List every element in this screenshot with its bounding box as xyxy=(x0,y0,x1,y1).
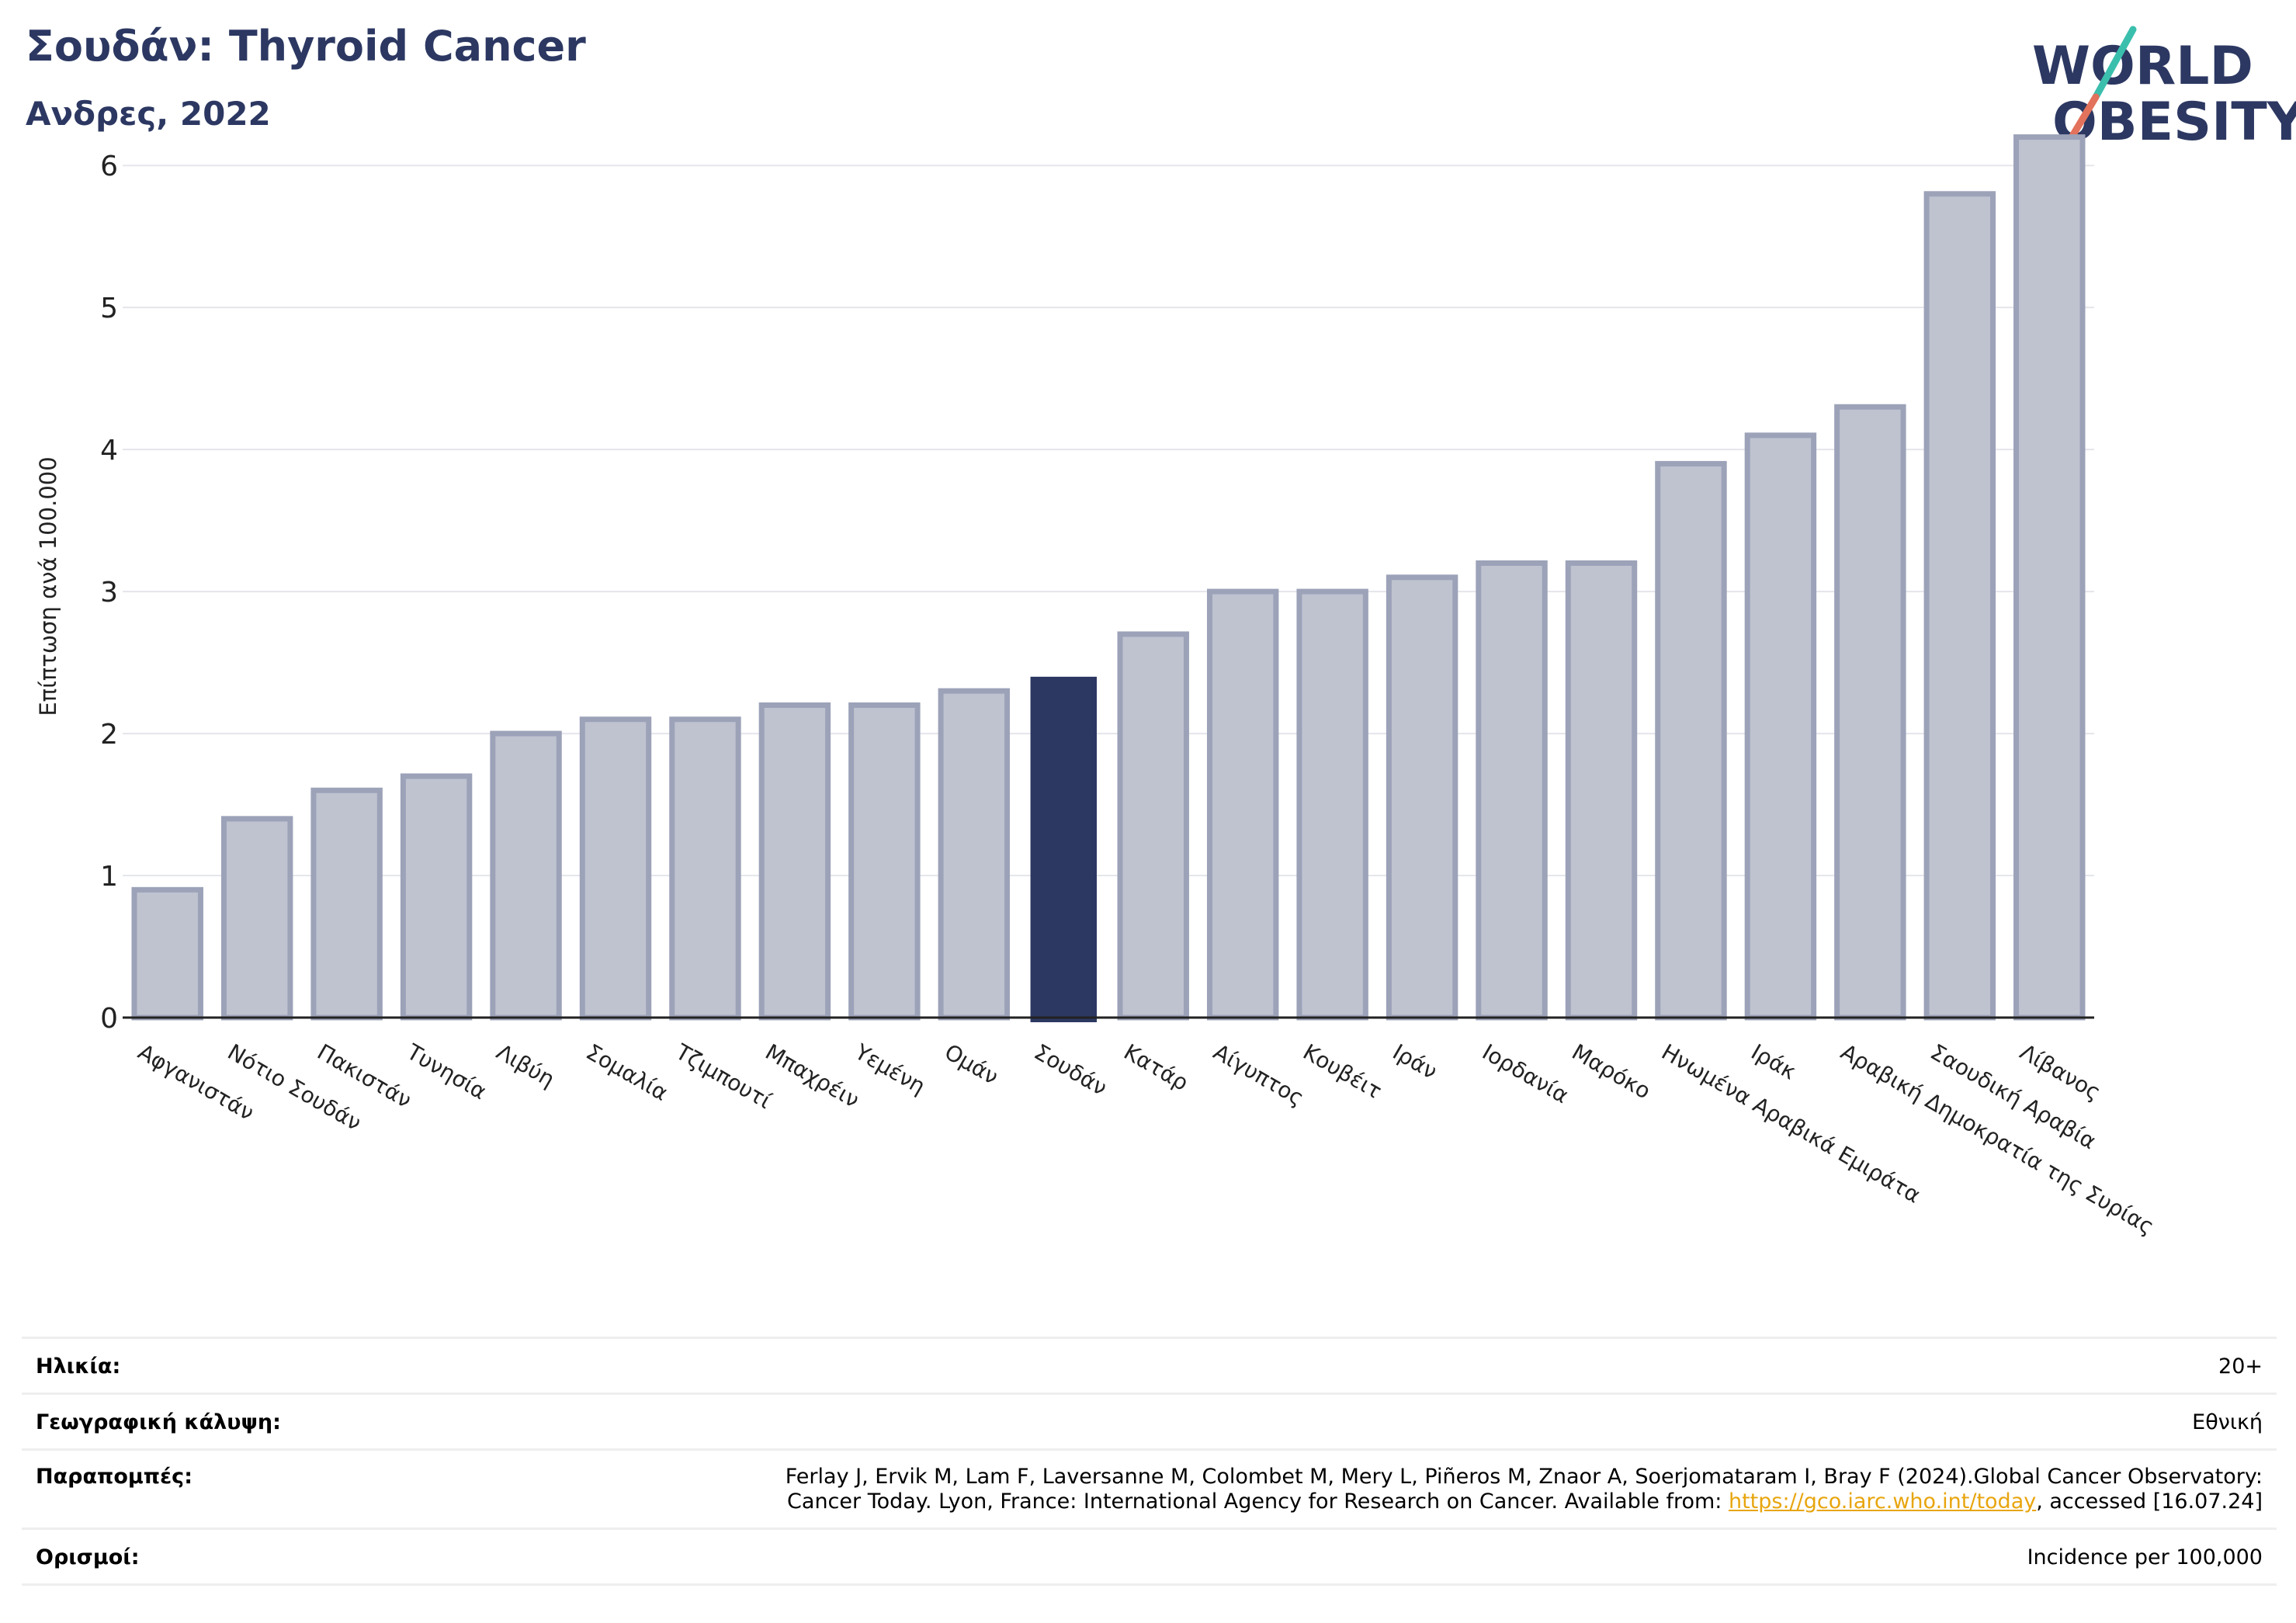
info-row-definitions: Ορισμοί: Incidence per 100,000 xyxy=(22,1530,2277,1586)
bar xyxy=(1834,404,1906,1021)
coverage-value: Εθνική xyxy=(2192,1410,2263,1434)
x-tick-label: Ιορδανία xyxy=(1478,1039,1573,1108)
info-table: Ηλικία: 20+ Γεωγραφική κάλυψη: Εθνική Πα… xyxy=(22,1337,2277,1586)
logo-line1: WORLD xyxy=(2032,36,2253,97)
bar xyxy=(400,773,473,1021)
x-tick-label: Κατάρ xyxy=(1119,1039,1192,1096)
bar xyxy=(938,688,1011,1021)
x-tick-label: Αραβική Δημοκρατία της Συρίας xyxy=(1836,1039,2159,1240)
bar xyxy=(490,730,562,1021)
coverage-label: Γεωγραφική κάλυψη: xyxy=(36,1410,281,1434)
definitions-label: Ορισμοί: xyxy=(36,1545,140,1569)
y-tick-label-6: 6 xyxy=(100,151,118,182)
references-text: Cancer Today. Lyon, France: Internationa… xyxy=(787,1489,1729,1514)
definitions-value: Incidence per 100,000 xyxy=(2027,1545,2263,1569)
bar xyxy=(131,886,203,1021)
bar xyxy=(1744,432,1817,1021)
y-tick-label-1: 1 xyxy=(100,861,118,893)
logo-slash-teal xyxy=(2092,26,2137,101)
bar xyxy=(1655,460,1727,1021)
chart-title: Σουδάν: Thyroid Cancer xyxy=(26,22,586,71)
x-tick-label: Ιράν xyxy=(1389,1039,1442,1084)
x-tick-label: Κουβέιτ xyxy=(1299,1039,1386,1104)
x-tick-label: Μαρόκο xyxy=(1568,1039,1656,1104)
references-line-2: Cancer Today. Lyon, France: Internationa… xyxy=(786,1489,2263,1514)
bar xyxy=(1117,631,1189,1021)
x-tick-label: Σομαλία xyxy=(582,1039,673,1105)
references-link[interactable]: https://gco.iarc.who.int/today xyxy=(1728,1489,2037,1514)
chart-subtitle: Ανδρες, 2022 xyxy=(26,95,271,133)
x-tick-label: Σουδάν xyxy=(1030,1039,1112,1101)
bar xyxy=(1206,588,1279,1021)
bar xyxy=(848,702,921,1021)
x-tick-label: Τζιμπουτί xyxy=(671,1039,776,1114)
age-value: 20+ xyxy=(2218,1354,2263,1379)
x-tick-label: Ιράκ xyxy=(1746,1039,1800,1084)
bar xyxy=(1476,560,1548,1021)
references-label: Παραπομπές: xyxy=(36,1465,192,1489)
y-tick-label-2: 2 xyxy=(100,719,118,751)
bar xyxy=(669,716,741,1021)
info-row-age: Ηλικία: 20+ xyxy=(22,1339,2277,1395)
info-row-references: Παραπομπές: Ferlay J, Ervik M, Lam F, La… xyxy=(22,1451,2277,1530)
y-tick-label-4: 4 xyxy=(100,435,118,466)
bar-highlight xyxy=(1030,676,1097,1022)
bar xyxy=(579,716,652,1021)
x-tick-label: Ομάν xyxy=(940,1039,1003,1090)
y-axis-label: Επίπτωση ανά 100.000 xyxy=(35,456,61,716)
bar xyxy=(1296,588,1368,1021)
references-line-1: Ferlay J, Ervik M, Lam F, Laversanne M, … xyxy=(785,1465,2263,1489)
info-row-coverage: Γεωγραφική κάλυψη: Εθνική xyxy=(22,1395,2277,1451)
age-label: Ηλικία: xyxy=(36,1354,121,1379)
x-tick-label: Τυνησία xyxy=(402,1039,491,1105)
bar xyxy=(2013,134,2086,1021)
y-tick-label-3: 3 xyxy=(100,577,118,609)
bar xyxy=(220,816,293,1021)
bar xyxy=(758,702,831,1021)
references-value: Ferlay J, Ervik M, Lam F, Laversanne M, … xyxy=(786,1465,2263,1514)
bar xyxy=(1565,560,1638,1021)
x-tick-label: Λιβύη xyxy=(492,1039,559,1092)
bar xyxy=(1386,574,1458,1021)
references-accessed: , accessed [16.07.24] xyxy=(2036,1489,2263,1514)
x-tick-label: Μπαχρέιν xyxy=(761,1039,863,1112)
bar xyxy=(310,787,383,1021)
x-tick-label: Αίγυπτος xyxy=(1209,1039,1309,1111)
bar xyxy=(1923,191,1996,1021)
y-tick-label-5: 5 xyxy=(100,293,118,324)
y-tick-label-0: 0 xyxy=(100,1003,118,1035)
